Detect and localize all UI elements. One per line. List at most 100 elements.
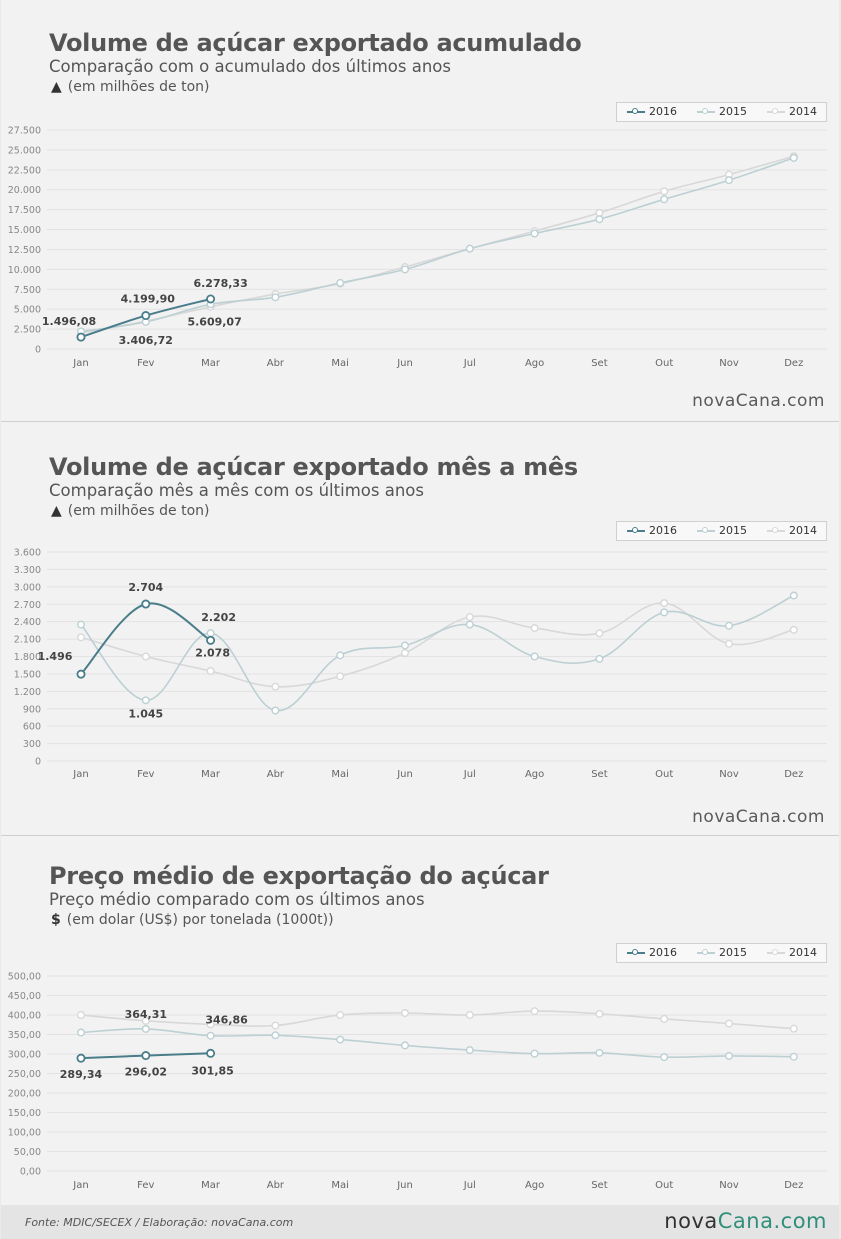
data-point[interactable] [465, 1010, 474, 1019]
data-point[interactable] [206, 667, 215, 676]
data-point[interactable] [336, 1035, 345, 1044]
legend-label: 2016 [649, 524, 677, 537]
data-point[interactable] [141, 1024, 150, 1033]
data-point[interactable] [401, 1041, 410, 1050]
data-point[interactable] [725, 1019, 734, 1028]
legend-label: 2014 [789, 946, 817, 959]
data-point[interactable] [141, 1016, 150, 1025]
x-tick-label: Set [591, 1180, 608, 1191]
data-point[interactable] [725, 1051, 734, 1060]
data-point[interactable] [789, 591, 798, 600]
data-point[interactable] [336, 1010, 345, 1019]
x-tick-label: Set [591, 358, 608, 369]
data-point[interactable] [141, 696, 150, 705]
data-point[interactable] [595, 1009, 604, 1018]
data-point[interactable] [725, 176, 734, 185]
data-point[interactable] [660, 599, 669, 608]
chart-unit: $ (em dolar (US$) por tonelada (1000t)) [51, 912, 334, 928]
data-label: 6.278,33 [193, 277, 247, 290]
data-point[interactable] [465, 613, 474, 622]
y-tick-label: 5.000 [14, 305, 41, 316]
data-point[interactable] [401, 265, 410, 274]
legend-swatch-2016 [627, 949, 645, 955]
data-point[interactable] [271, 706, 280, 715]
data-point[interactable] [206, 1020, 215, 1029]
data-point[interactable] [530, 1007, 539, 1016]
data-label: 1.496 [38, 650, 73, 663]
chart-subtitle: Comparação com o acumulado dos últimos a… [49, 57, 451, 76]
x-tick-label: Out [655, 1180, 673, 1191]
data-point[interactable] [595, 1048, 604, 1057]
data-point[interactable] [206, 1048, 216, 1058]
data-point[interactable] [141, 599, 151, 609]
data-point[interactable] [465, 244, 474, 253]
data-point[interactable] [336, 651, 345, 660]
data-point[interactable] [595, 654, 604, 663]
data-point[interactable] [595, 215, 604, 224]
legend-label: 2015 [719, 524, 747, 537]
series-2016 [76, 294, 216, 342]
y-tick-label: 300,00 [8, 1050, 41, 1061]
data-point[interactable] [725, 639, 734, 648]
data-point[interactable] [595, 629, 604, 638]
series-2015 [76, 1024, 798, 1062]
data-point[interactable] [401, 649, 410, 658]
data-label: 301,85 [191, 1064, 233, 1077]
data-point[interactable] [76, 1010, 85, 1019]
data-point[interactable] [789, 1024, 798, 1033]
y-tick-label: 20.000 [8, 185, 41, 196]
data-point[interactable] [660, 195, 669, 204]
data-point[interactable] [206, 294, 216, 304]
data-point[interactable] [76, 633, 85, 642]
data-point[interactable] [530, 1049, 539, 1058]
data-point[interactable] [789, 1052, 798, 1061]
data-point[interactable] [530, 652, 539, 661]
x-tick-label: Nov [719, 769, 739, 780]
y-tick-label: 15.000 [8, 225, 41, 236]
novacana-logo[interactable]: novaCana.com [664, 1209, 827, 1233]
x-tick-label: Abr [267, 1180, 285, 1191]
data-point[interactable] [789, 625, 798, 634]
data-point[interactable] [465, 1046, 474, 1055]
data-point[interactable] [660, 1053, 669, 1062]
data-point[interactable] [336, 278, 345, 287]
y-tick-label: 300 [23, 739, 41, 750]
data-point[interactable] [725, 621, 734, 630]
data-point[interactable] [271, 293, 280, 302]
data-point[interactable] [206, 635, 216, 645]
data-point[interactable] [789, 153, 798, 162]
data-point[interactable] [660, 1014, 669, 1023]
data-point[interactable] [401, 1009, 410, 1018]
data-point[interactable] [76, 669, 86, 679]
y-tick-label: 50,00 [14, 1147, 41, 1158]
y-tick-label: 450,00 [8, 991, 41, 1002]
data-point[interactable] [660, 608, 669, 617]
data-point[interactable] [530, 229, 539, 238]
x-tick-label: Ago [525, 358, 544, 369]
data-point[interactable] [76, 332, 86, 342]
data-point[interactable] [271, 1031, 280, 1040]
data-point[interactable] [660, 187, 669, 196]
y-tick-label: 350,00 [8, 1030, 41, 1041]
data-point[interactable] [530, 624, 539, 633]
data-label: 4.199,90 [121, 293, 176, 306]
data-point[interactable] [206, 1031, 215, 1040]
data-point[interactable] [141, 652, 150, 661]
data-point[interactable] [141, 311, 151, 321]
data-point[interactable] [271, 1021, 280, 1030]
data-point[interactable] [595, 208, 604, 217]
data-point[interactable] [76, 1053, 86, 1063]
data-point[interactable] [401, 641, 410, 650]
accumulated-volume-chart: 0 2.500 5.000 7.500 10.000 12.500 15.000 17.500… [8, 126, 827, 369]
x-tick-label: Fev [137, 1180, 154, 1191]
data-point[interactable] [141, 1051, 151, 1061]
data-point[interactable] [76, 620, 85, 629]
data-point[interactable] [271, 682, 280, 691]
unit-label: (em milhões de ton) [67, 503, 210, 519]
data-point[interactable] [206, 629, 215, 638]
dollar-sign-icon: $ [51, 912, 61, 928]
y-tick-label: 600 [23, 722, 41, 733]
data-point[interactable] [465, 620, 474, 629]
data-point[interactable] [76, 1028, 85, 1037]
data-point[interactable] [336, 672, 345, 681]
